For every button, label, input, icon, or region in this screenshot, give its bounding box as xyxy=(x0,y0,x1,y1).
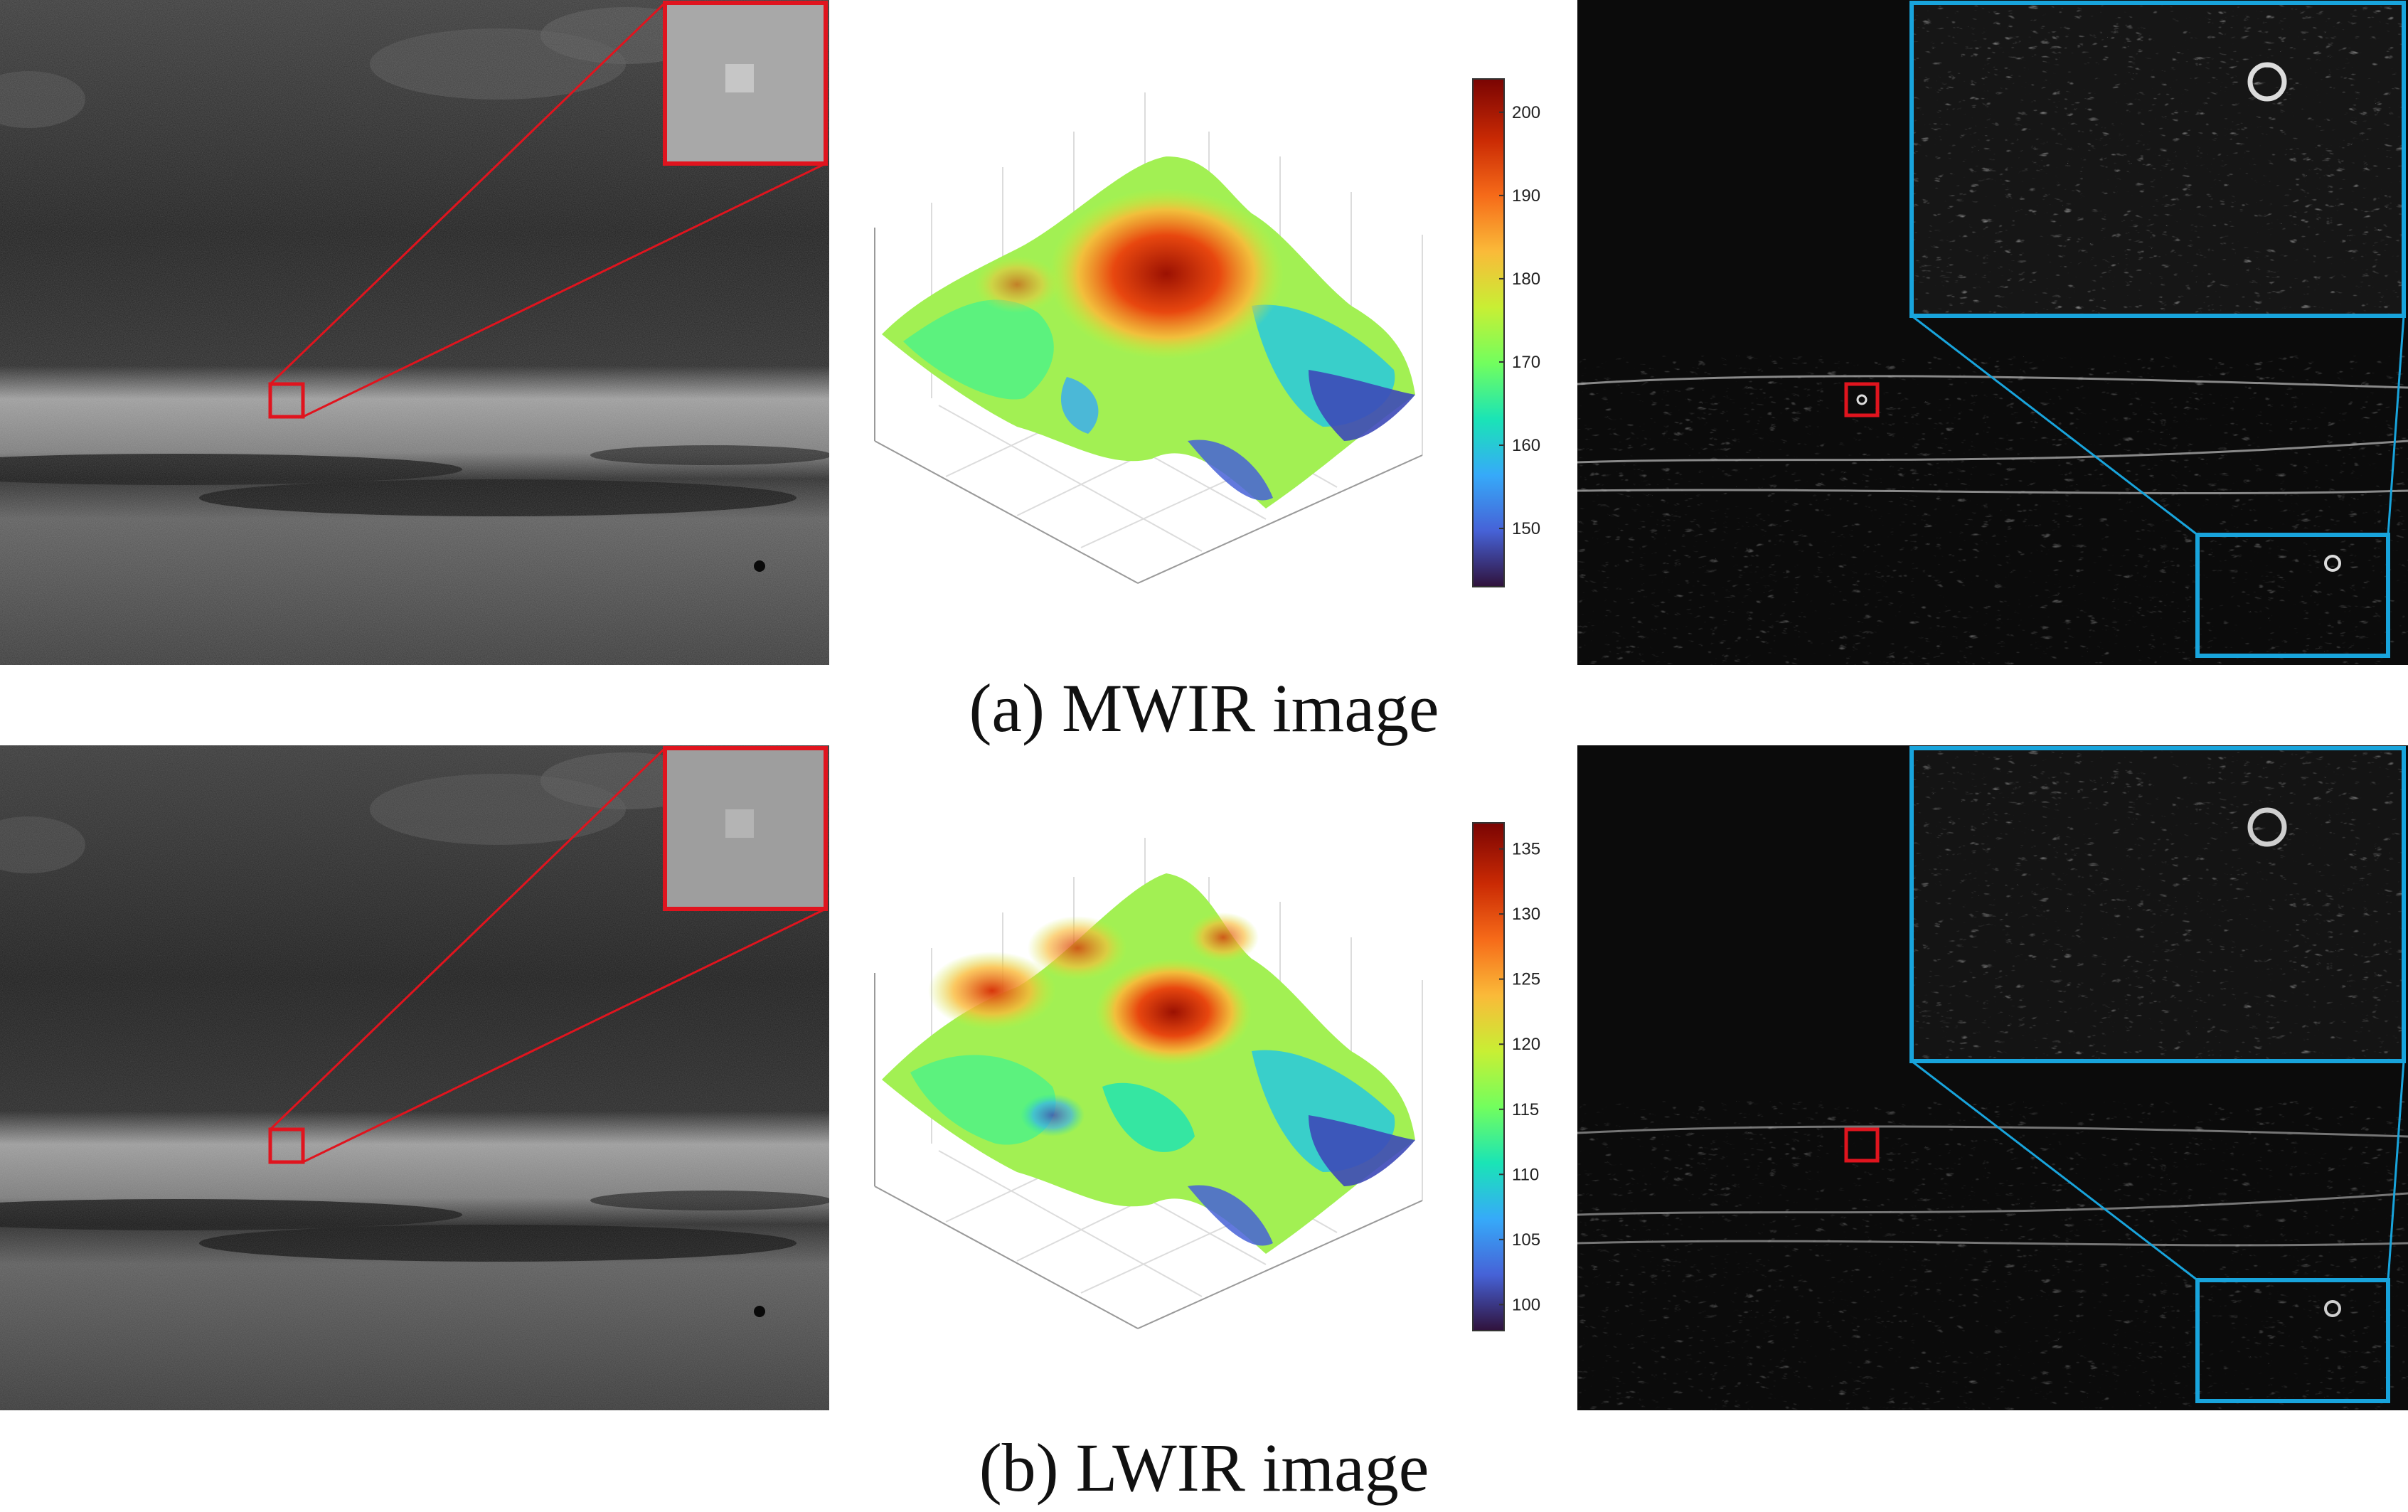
mwir-3d-surface-plot xyxy=(874,92,1423,584)
mwir-colorbar-tick-label: 190 xyxy=(1512,186,1540,206)
lwir-infrared-image xyxy=(0,745,829,1410)
mwir-colorbar-tick-label: 150 xyxy=(1512,519,1540,538)
lwir-colorbar-tick-label: 105 xyxy=(1512,1230,1540,1250)
lwir-colorbar-tick-label: 100 xyxy=(1512,1295,1540,1314)
lwir-colorbar-tick-label: 130 xyxy=(1512,905,1540,924)
mwir-colorbar-tick-label: 200 xyxy=(1512,103,1540,122)
lwir-3d-surface-plot xyxy=(874,838,1423,1329)
mwir-colorbar-tick-label: 170 xyxy=(1512,353,1540,372)
lwir-edge-map xyxy=(1577,745,2408,1410)
mwir-colorbar: 200 190 180 170 160 150 xyxy=(1472,78,1540,587)
caption-a: (a) MWIR image xyxy=(969,670,1439,746)
lwir-colorbar-tick-label: 135 xyxy=(1512,840,1540,859)
lwir-colorbar-tick-label: 115 xyxy=(1512,1100,1539,1119)
lwir-colorbar-tick-label: 110 xyxy=(1512,1165,1539,1184)
mwir-edge-map xyxy=(1577,0,2408,665)
lwir-colorbar-tick-label: 120 xyxy=(1512,1035,1540,1054)
caption-b: (b) LWIR image xyxy=(979,1430,1429,1506)
mwir-infrared-image xyxy=(0,0,829,665)
mwir-colorbar-tick-label: 180 xyxy=(1512,270,1540,289)
mwir-colorbar-tick-label: 160 xyxy=(1512,436,1540,455)
lwir-colorbar-tick-label: 125 xyxy=(1512,970,1540,989)
lwir-colorbar: 135 130 125 120 115 110 105 100 xyxy=(1472,822,1540,1331)
